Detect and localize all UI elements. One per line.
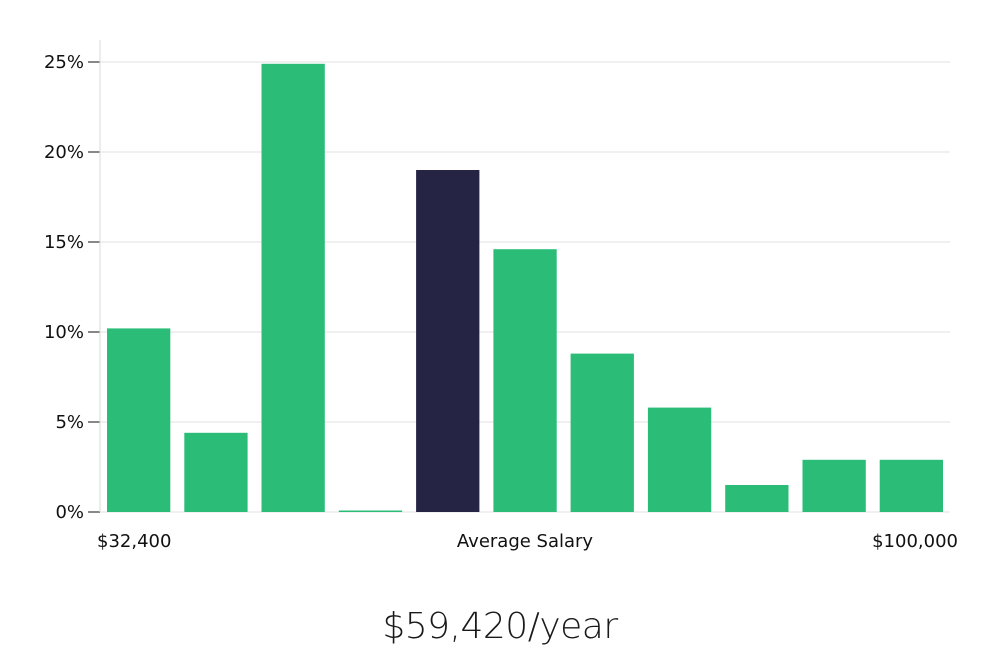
x-max-label: $100,000: [872, 531, 958, 552]
histogram-bar: [570, 353, 634, 512]
y-tick-label: 15%: [44, 232, 84, 253]
y-tick-label: 10%: [44, 322, 84, 343]
bars: [107, 63, 943, 513]
histogram-bar: [802, 459, 866, 512]
x-center-label: Average Salary: [457, 531, 594, 552]
histogram-bar: [725, 485, 789, 512]
y-tick-label: 5%: [55, 412, 84, 433]
salary-histogram: 0%5%10%15%20%25% $32,400 Average Salary …: [44, 40, 958, 552]
y-tick-label: 20%: [44, 142, 84, 163]
average-salary-value: $59,420/year: [382, 606, 618, 647]
x-min-label: $32,400: [97, 531, 171, 552]
histogram-bar: [261, 63, 325, 513]
histogram-bar-average: [416, 170, 480, 512]
y-axis-ticks: 0% 5% 10% 15% 20% 25%: [44, 52, 100, 523]
histogram-bar: [879, 459, 943, 512]
histogram-bar: [107, 328, 171, 512]
y-tick-label: 25%: [44, 52, 84, 73]
histogram-bar: [184, 432, 248, 512]
histogram-bar: [338, 510, 403, 512]
histogram-bar: [647, 407, 712, 512]
histogram-bar: [493, 249, 557, 512]
y-tick-label: 0%: [55, 502, 84, 523]
